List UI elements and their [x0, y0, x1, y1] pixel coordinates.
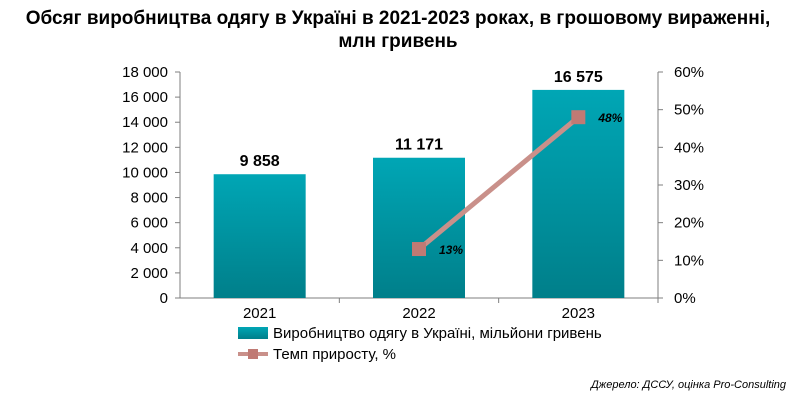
- y-left-tick-label: 2 000: [130, 265, 168, 282]
- y-left-tick-label: 8 000: [130, 190, 168, 207]
- bar: [373, 157, 465, 298]
- y-left-tick-label: 6 000: [130, 215, 168, 232]
- legend: Виробництво одягу в Україні, мільйони гр…: [238, 325, 602, 363]
- y-right-tick-label: 60%: [674, 64, 704, 81]
- y-left-tick-label: 16 000: [122, 89, 168, 106]
- y-right-tick-label: 0%: [674, 290, 696, 307]
- chart-title-line-2: млн гривень: [338, 31, 457, 52]
- y-right-tick-label: 40%: [674, 139, 704, 156]
- growth-value-label: 13%: [439, 243, 463, 257]
- chart-title-line-1: Обсяг виробництва одягу в Україні в 2021…: [26, 8, 771, 29]
- x-tick-label: 2022: [402, 305, 435, 322]
- bar-value-label: 9 858: [240, 153, 280, 170]
- bar-value-label: 16 575: [554, 69, 603, 86]
- legend-line-label: Темп приросту, %: [273, 346, 396, 363]
- growth-marker: [571, 110, 586, 125]
- y-left-tick-label: 18 000: [122, 64, 168, 81]
- y-left-tick-label: 12 000: [122, 139, 168, 156]
- legend-bar-swatch: [238, 327, 268, 339]
- y-left-tick-label: 14 000: [122, 114, 168, 131]
- y-right-tick-label: 50%: [674, 102, 704, 119]
- legend-bar-label: Виробництво одягу в Україні, мільйони гр…: [273, 325, 602, 342]
- y-right-tick-label: 10%: [674, 252, 704, 269]
- bar-value-label: 11 171: [395, 137, 443, 154]
- growth-value-label: 48%: [597, 111, 622, 125]
- bar: [213, 174, 306, 298]
- y-right-tick-label: 20%: [674, 215, 704, 232]
- x-tick-label: 2021: [243, 305, 276, 322]
- source-note: Джерело: ДССУ, оцінка Pro-Consulting: [589, 379, 787, 391]
- growth-line: [417, 115, 580, 251]
- y-left-tick-label: 10 000: [122, 164, 168, 181]
- y-left-tick-label: 4 000: [130, 240, 168, 257]
- x-tick-label: 2023: [562, 305, 595, 322]
- bar: [532, 89, 625, 299]
- y-right-tick-label: 30%: [674, 177, 704, 194]
- growth-marker: [412, 242, 426, 257]
- y-left-tick-label: 0: [160, 290, 168, 307]
- plot-area: 0 2 000 4 000 6 000 8 000 10 000 12 000 14 000 1…: [122, 64, 704, 322]
- legend-line-marker: [248, 349, 258, 359]
